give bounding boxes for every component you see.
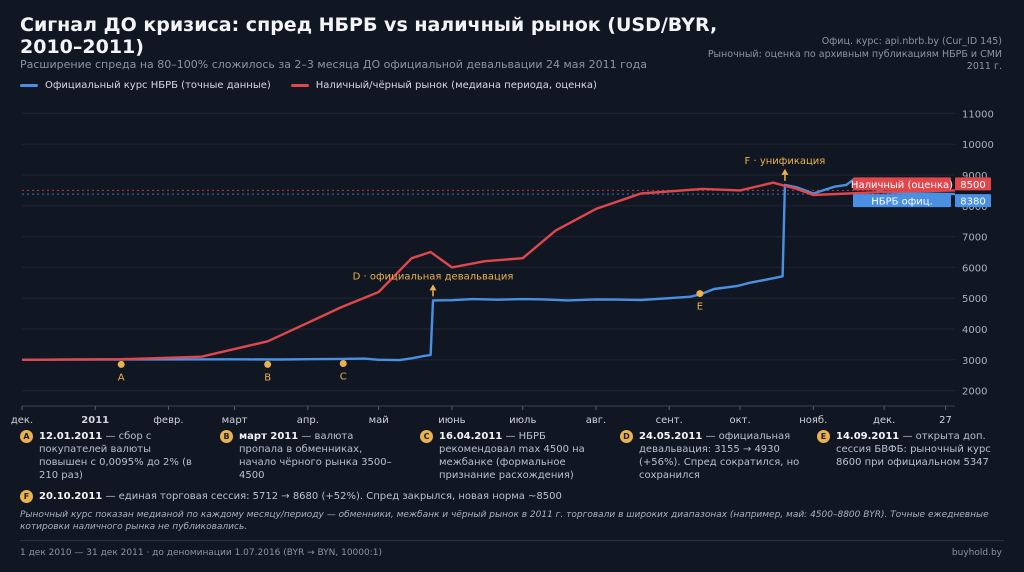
event-date: 24.05.2011 <box>639 431 703 442</box>
x-tick-label: авг. <box>586 415 606 426</box>
x-tick-label: май <box>369 415 389 426</box>
chart-subtitle: Расширение спреда на 80–100% сложилось з… <box>20 58 647 71</box>
annotation-arrow <box>781 168 789 175</box>
y-tick-label: 8000 <box>962 202 987 213</box>
event-marker <box>339 359 347 367</box>
x-tick-label: апр. <box>297 415 319 426</box>
event-badge: E <box>817 430 830 443</box>
footer-range: 1 дек 2010 — 31 дек 2011 · до деноминаци… <box>20 548 382 558</box>
event-item: A 12.01.2011 — сбор с покупателей валюты… <box>20 430 200 482</box>
event-text: 24.05.2011 — официальная девальвация: 31… <box>639 430 800 482</box>
x-tick-label: июнь <box>438 415 465 426</box>
y-tick-label: 3000 <box>962 356 987 367</box>
event-desc: — единая торговая сессия: 5712 → 8680 (+… <box>102 491 562 502</box>
series-line-official <box>21 178 956 362</box>
reference-value: 8380 <box>960 197 985 208</box>
legend-item-official: Официальный курс НБРБ (точные данные) <box>20 80 271 91</box>
event-badge: C <box>420 430 433 443</box>
event-marker-label: A <box>118 372 125 383</box>
event-desc: — открыта доп. сессия БВФБ: рыночный кур… <box>836 431 991 468</box>
annotation-label: D · официальная девальвация <box>353 271 514 282</box>
source-line: 2011 г. <box>966 61 1002 72</box>
legend-label-official: Официальный курс НБРБ (точные данные) <box>45 80 271 91</box>
x-tick-label: дек. <box>11 415 33 426</box>
chart-plot: 2000 3000 4000 5000 6000 7000 8000 9000 10000 110… <box>11 109 994 426</box>
source-line: Рыночный: оценка по архивным публикациям… <box>707 48 1002 60</box>
reference-label: НБРБ офиц. <box>871 197 933 208</box>
reference-value-box <box>955 194 991 208</box>
x-tick-label: 27 <box>939 415 952 426</box>
chart-legend: Официальный курс НБРБ (точные данные) На… <box>20 80 597 91</box>
footer-divider <box>20 540 1004 541</box>
source-line: Офиц. курс: api.nbrb.by (Cur_ID 145) <box>821 36 1002 47</box>
x-tick-label: нояб. <box>799 415 827 426</box>
y-tick-label: 5000 <box>962 294 987 305</box>
event-marker-label: B <box>264 372 271 383</box>
annotation-arrow <box>429 284 437 291</box>
event-date: март 2011 <box>239 431 299 442</box>
event-marker-label: C <box>340 371 347 382</box>
event-badge: B <box>220 430 233 443</box>
legend-label-market: Наличный/чёрный рынок (медиана периода, … <box>315 80 597 91</box>
legend-item-market: Наличный/чёрный рынок (медиана периода, … <box>290 80 597 91</box>
y-tick-label: 4000 <box>962 325 987 336</box>
source-note: Офиц. курс: api.nbrb.by (Cur_ID 145) Рын… <box>702 36 1002 74</box>
event-text: 20.10.2011 — единая торговая сессия: 571… <box>39 490 562 503</box>
chart-title: Сигнал ДО кризиса: спред НБРБ vs наличны… <box>20 14 718 58</box>
x-tick-label: окт. <box>729 415 750 426</box>
y-tick-label: 6000 <box>962 263 987 274</box>
x-tick-label: сент. <box>656 415 683 426</box>
event-item: F 20.10.2011 — единая торговая сессия: 5… <box>20 490 620 503</box>
event-badge: D <box>620 430 633 443</box>
y-tick-label: 11000 <box>962 109 994 120</box>
reference-value: 8500 <box>960 180 985 191</box>
event-desc: — сбор с покупателей валюты повышен с 0,… <box>39 431 192 481</box>
footer-brand: buyhold.by <box>951 548 1002 558</box>
event-date: 20.10.2011 <box>39 491 103 502</box>
x-tick-label: дек. <box>873 415 895 426</box>
event-marker <box>117 360 125 368</box>
event-item: B март 2011 — валюта пропала в обменника… <box>220 430 400 482</box>
event-date: 14.09.2011 <box>836 431 900 442</box>
event-desc: — официальная девальвация: 3155 → 4930 (… <box>639 431 800 481</box>
event-item: D 24.05.2011 — официальная девальвация: … <box>620 430 800 482</box>
y-tick-label: 10000 <box>962 140 994 151</box>
event-badge: A <box>20 430 33 443</box>
event-marker <box>264 360 272 368</box>
event-text: март 2011 — валюта пропала в обменниках,… <box>239 430 400 482</box>
annotation-label: F · унификация <box>745 156 826 167</box>
x-tick-label: февр. <box>153 415 183 426</box>
y-tick-label: 9000 <box>962 171 987 182</box>
legend-swatch-official <box>20 84 38 87</box>
x-tick-label: июль <box>509 415 536 426</box>
event-text: 16.04.2011 — НБРБ рекомендовал max 4500 … <box>439 430 600 482</box>
x-tick-label: 2011 <box>81 415 109 426</box>
y-tick-label: 7000 <box>962 233 987 244</box>
event-date: 16.04.2011 <box>439 431 503 442</box>
methodology-note: Рыночный курс показан медианой по каждом… <box>20 510 989 532</box>
reference-label: Наличный (оценка) <box>851 180 953 191</box>
event-marker-label: E <box>697 302 703 313</box>
event-marker <box>696 290 704 298</box>
series-line-market <box>21 181 956 361</box>
x-tick-label: март <box>222 415 248 426</box>
event-item: E 14.09.2011 — открыта доп. сессия БВФБ:… <box>817 430 1000 469</box>
event-text: 12.01.2011 — сбор с покупателей валюты п… <box>39 430 200 482</box>
reference-label-box <box>853 194 951 208</box>
y-tick-label: 2000 <box>962 387 987 398</box>
reference-label-box <box>853 177 951 191</box>
event-badge: F <box>20 490 33 503</box>
legend-swatch-market <box>290 84 309 87</box>
event-item: C 16.04.2011 — НБРБ рекомендовал max 450… <box>420 430 600 482</box>
event-desc: — НБРБ рекомендовал max 4500 на межбанке… <box>439 431 585 481</box>
event-desc: — валюта пропала в обменниках, начало чё… <box>239 431 392 481</box>
event-date: 12.01.2011 <box>39 431 103 442</box>
event-text: 14.09.2011 — открыта доп. сессия БВФБ: р… <box>836 430 1000 469</box>
reference-value-box <box>955 177 991 191</box>
